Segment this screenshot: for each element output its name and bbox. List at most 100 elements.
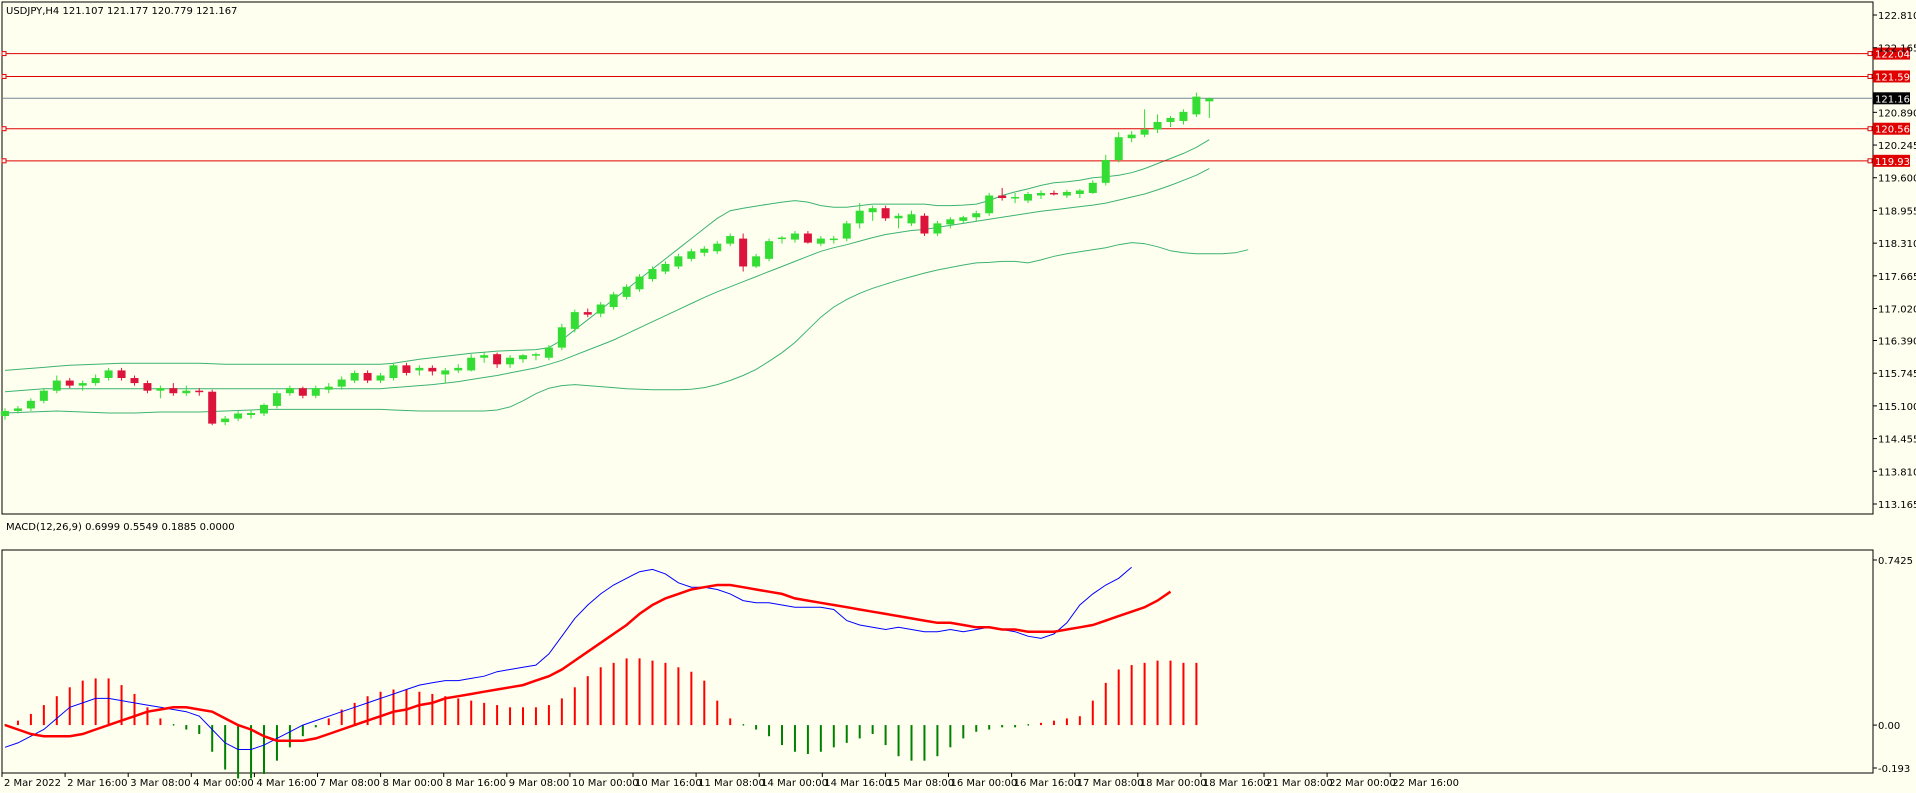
candle-body [363,372,372,381]
candle-body [570,312,579,329]
candle-body [1075,190,1084,194]
macd-histogram-bar [1027,724,1030,726]
bollinger-middle-line [4,168,1210,393]
candle-body [1127,134,1136,139]
candle-body [531,354,540,356]
price-tick-label: 119.600 [1878,174,1916,185]
candle-body [441,370,450,375]
horizontal-levels[interactable]: 122.049 121.598 120.567 119.934 121.167 [1,47,1916,168]
candle-body [829,238,838,241]
price-axis: 122.810 122.165 120.890 120.245 119.600 118.9… [1873,11,1916,511]
candle-body [415,367,424,371]
macd-tick-label: -0.193 [1878,764,1910,775]
candle-body [946,219,955,225]
time-tick-label: 4 Mar 16:00 [256,778,316,789]
candle-body [739,238,748,267]
time-tick-label: 2 Mar 16:00 [67,778,127,789]
candle-body [1153,121,1162,130]
macd-axis: 0.7425 0.00 -0.193 [1873,556,1913,775]
price-tick-label: 117.020 [1878,305,1916,316]
candle-body [596,304,605,314]
candle-body [933,223,942,234]
candle-body [311,388,320,396]
candle-body [104,370,113,379]
level-price-label: 119.934 [1875,157,1916,168]
candle-body [117,370,126,379]
macd-header: MACD(12,26,9) 0.6999 0.5549 0.1885 0.000… [6,522,235,533]
candle-body [713,243,722,252]
candle-body [752,256,761,267]
candle-body [1088,182,1097,193]
candle-body [920,215,929,234]
level-handle[interactable] [1867,51,1873,57]
time-tick-label: 10 Mar 00:00 [572,778,639,789]
time-tick-label: 21 Mar 08:00 [1266,778,1333,789]
level-handle[interactable] [1867,158,1873,164]
candle-body [726,236,735,244]
candle-body [402,365,411,373]
time-tick-label: 10 Mar 16:00 [635,778,702,789]
price-tick-label: 117.665 [1878,272,1916,283]
candle-body [1192,96,1201,115]
level-handle[interactable] [1867,126,1873,132]
chart-header: USDJPY,H4 121.107 121.177 120.779 121.16… [6,6,237,17]
candle-body [324,386,333,390]
time-tick-label: 22 Mar 00:00 [1329,778,1396,789]
candle-body [842,223,851,239]
level-price-label: 120.567 [1875,125,1916,136]
time-tick-label: 14 Mar 16:00 [824,778,891,789]
time-tick-label: 16 Mar 16:00 [1014,778,1081,789]
candle-body [1205,98,1214,102]
macd-tick-label: 0.00 [1878,721,1900,732]
level-handle[interactable] [1,158,7,164]
price-tick-label: 120.245 [1878,141,1916,152]
time-tick-label: 8 Mar 16:00 [446,778,506,789]
candle-body [635,276,644,290]
candle-body [467,357,476,371]
time-tick-label: 22 Mar 16:00 [1392,778,1459,789]
candle-body [1140,129,1149,135]
price-tick-label: 120.890 [1878,108,1916,119]
candle-body [389,365,398,379]
candle-body [169,388,178,394]
candle-body [609,294,618,308]
time-axis: 2 Mar 2022 2 Mar 16:00 3 Mar 08:00 4 Mar 00… [1,773,1459,789]
candle-body [894,215,903,219]
level-handle[interactable] [1,73,7,79]
candle-body [272,393,281,406]
candle-body [26,400,35,409]
time-tick-label: 9 Mar 08:00 [509,778,569,789]
macd-histogram-bar [742,724,745,726]
level-handle[interactable] [1867,73,1873,79]
price-tick-label: 115.100 [1878,402,1916,413]
time-tick-label: 14 Mar 00:00 [761,778,828,789]
candle-body [881,208,890,219]
candle-body [285,388,294,394]
time-tick-label: 8 Mar 00:00 [383,778,443,789]
candle-body [1,410,9,417]
candle-body [337,379,346,387]
macd-main-line [4,566,1132,750]
level-price-tag [1873,154,1910,167]
macd-signal-line [4,583,1172,742]
candle-body [1037,192,1045,196]
price-tick-label: 113.165 [1878,500,1916,511]
level-handle[interactable] [1,126,7,132]
candle-body [156,388,165,391]
candle-body [65,380,74,386]
candle-body [454,367,463,371]
candle-body [182,390,191,394]
candle-body [480,355,489,358]
level-handle[interactable] [1,51,7,57]
price-tick-label: 116.390 [1878,336,1916,347]
candle-body [376,375,385,381]
candle-body [816,238,825,244]
candle-body [493,354,502,365]
candle-body [350,372,359,381]
candle-body [959,217,968,221]
candle-body [13,408,22,411]
candle-body [674,256,683,267]
level-price-tag [1873,70,1910,83]
candle-body [195,390,204,393]
